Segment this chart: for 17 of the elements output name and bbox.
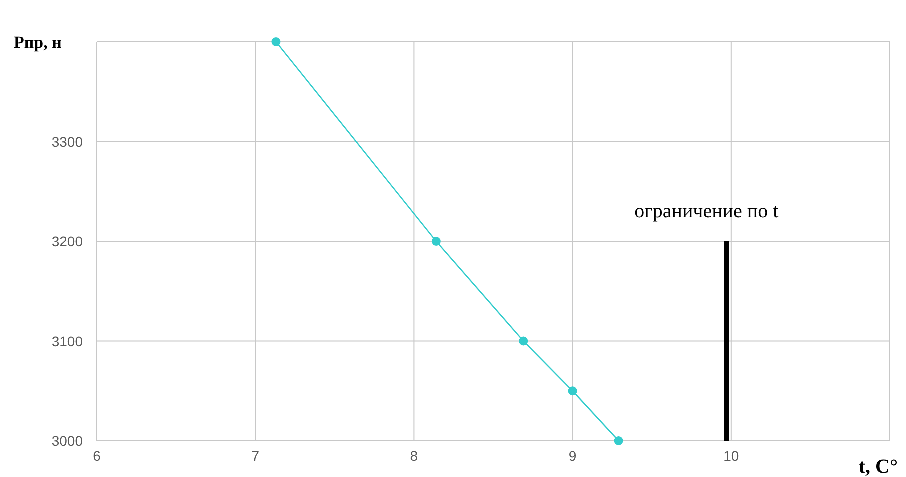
x-tick-label: 10 bbox=[724, 448, 740, 464]
x-tick-label: 6 bbox=[93, 448, 102, 464]
x-tick-label: 9 bbox=[568, 448, 577, 464]
point bbox=[432, 237, 441, 246]
y-tick-label: 3300 bbox=[52, 134, 84, 150]
annotation: ограничение по t bbox=[634, 200, 780, 222]
x-axis-title: t, C° bbox=[858, 456, 898, 477]
y-tick-label: 3100 bbox=[52, 333, 84, 350]
x-tick-label: 8 bbox=[410, 448, 418, 464]
x-tick-label: 7 bbox=[252, 448, 260, 464]
point bbox=[614, 436, 624, 446]
point bbox=[272, 38, 281, 46]
y-axis-title: Рпр, н bbox=[14, 33, 62, 52]
y-tick-label: 3200 bbox=[52, 234, 84, 250]
point bbox=[519, 336, 528, 346]
point bbox=[568, 386, 578, 396]
y-tick-label: 3000 bbox=[52, 433, 84, 449]
